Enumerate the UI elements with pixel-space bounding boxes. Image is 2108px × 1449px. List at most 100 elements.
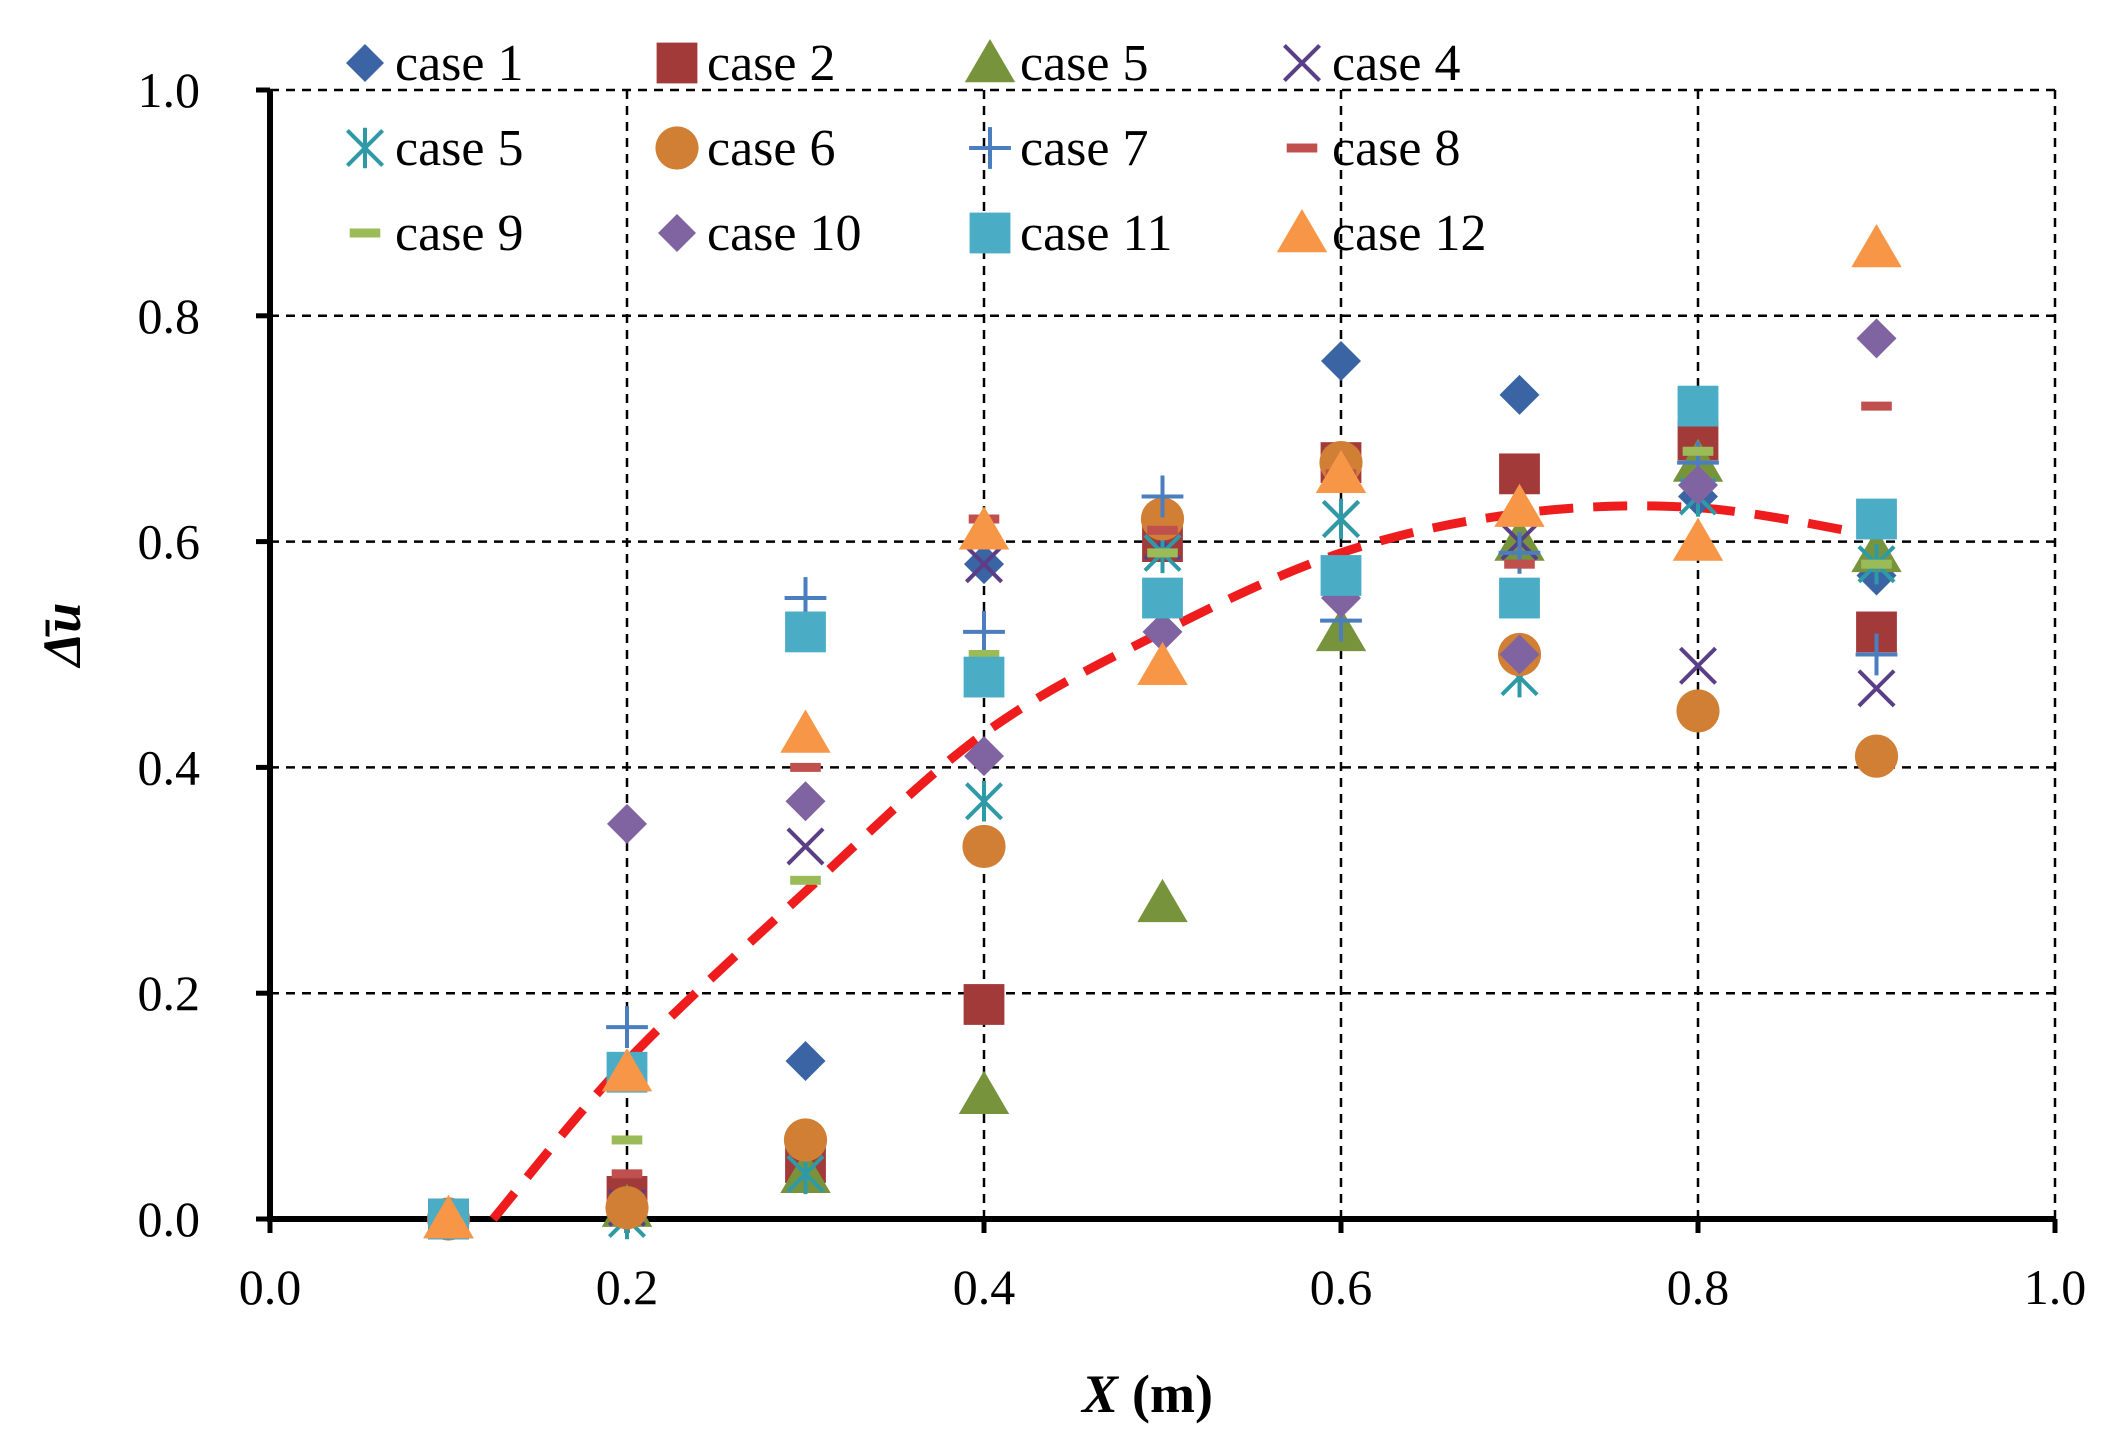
legend-label: case 9 <box>395 205 523 262</box>
data-point <box>1315 449 1367 494</box>
data-point <box>1137 878 1188 923</box>
y-axis-title: Δ̄u <box>32 603 92 669</box>
legend-label: case 6 <box>707 120 835 177</box>
data-point <box>1678 646 1718 685</box>
legend-item: case 11 <box>969 205 1173 262</box>
data-point <box>423 1195 474 1239</box>
data-point <box>790 762 821 772</box>
legend-label: case 12 <box>1332 205 1486 262</box>
data-point <box>611 1135 643 1145</box>
legend-marker <box>345 127 385 169</box>
legend-label: case 1 <box>395 35 523 92</box>
legend-item: case 1 <box>346 35 523 92</box>
legend-marker <box>655 126 699 170</box>
legend-item: case 6 <box>655 120 835 177</box>
data-point <box>1672 517 1724 561</box>
data-point <box>958 1070 1010 1115</box>
y-tick-label: 0.6 <box>138 514 201 570</box>
data-point <box>1147 548 1178 558</box>
data-point <box>1682 446 1714 456</box>
data-point <box>1854 734 1899 778</box>
data-point <box>1494 483 1545 527</box>
y-tick-label: 1.0 <box>138 62 201 118</box>
data-point <box>1855 633 1898 676</box>
data-point <box>1856 498 1897 540</box>
y-tick-label: 0.8 <box>138 288 201 344</box>
legend-label: case 10 <box>707 205 861 262</box>
data-point <box>601 1048 653 1092</box>
x-tick-label: 0.6 <box>1310 1259 1373 1315</box>
y-tick-label: 0.2 <box>138 965 201 1021</box>
data-point <box>1499 374 1540 415</box>
x-tick-label: 0.4 <box>953 1259 1016 1315</box>
data-point <box>785 1040 826 1081</box>
data-point <box>783 1118 828 1162</box>
data-point <box>1677 385 1719 427</box>
data-point <box>1320 555 1362 596</box>
data-point <box>1142 611 1183 652</box>
data-point <box>1676 689 1720 733</box>
data-point <box>964 736 1004 777</box>
legend-item: case 4 <box>1282 35 1460 92</box>
legend-item: case 10 <box>658 205 861 262</box>
data-point <box>964 781 1004 822</box>
series-10 <box>428 318 1897 1239</box>
data-point <box>964 545 1004 584</box>
legend-label: case 8 <box>1332 120 1460 177</box>
legend-item: case 8 <box>1286 120 1460 177</box>
legend-item: case 5 <box>964 35 1148 92</box>
legend-label: case 11 <box>1020 205 1173 262</box>
data-point <box>963 984 1005 1025</box>
legend-marker <box>1282 43 1322 83</box>
data-point <box>606 1006 648 1048</box>
data-point <box>963 611 1005 653</box>
x-axis-unit: (m) <box>1132 1364 1213 1424</box>
data-point <box>963 656 1005 698</box>
legend-marker <box>1286 143 1318 153</box>
data-point <box>1861 401 1892 411</box>
data-points <box>423 224 1902 1241</box>
data-point <box>1499 577 1540 619</box>
data-point <box>968 650 1000 659</box>
legend-marker <box>349 228 381 238</box>
legend-marker <box>969 127 1011 169</box>
legend-item: case 2 <box>656 35 835 92</box>
legend-label: case 4 <box>1332 35 1460 92</box>
data-point <box>1141 475 1184 518</box>
y-tick-label: 0.4 <box>138 739 201 795</box>
legend-marker <box>964 39 1016 83</box>
x-tick-label: 0.2 <box>596 1259 659 1315</box>
legend-label: case 2 <box>707 35 835 92</box>
legend-item: case 9 <box>349 205 523 262</box>
legend-label: case 7 <box>1020 120 1148 177</box>
legend-item: case 7 <box>969 120 1148 177</box>
x-axis-title: X (m) <box>1080 1364 1213 1424</box>
x-tick-label: 1.0 <box>2024 1259 2087 1315</box>
data-point <box>780 709 831 753</box>
data-point <box>962 824 1006 869</box>
y-tick-label: 0.0 <box>138 1191 201 1247</box>
data-point <box>1137 641 1188 685</box>
data-point <box>1504 559 1535 569</box>
legend: case 1 case 2 case 5 case 4 case 5 case 6 case… <box>345 35 1486 262</box>
data-point <box>1321 498 1361 540</box>
tick-labels: 0.0 0.2 0.4 0.6 0.8 1.0 0.0 0.2 0.4 0.6 0.8 1.0 <box>138 62 2087 1315</box>
trend-line-layer <box>489 501 1878 1222</box>
x-tick-label: 0.0 <box>239 1259 302 1315</box>
data-point <box>1678 465 1718 506</box>
legend-marker <box>969 212 1011 254</box>
x-tick-label: 0.8 <box>1667 1259 1730 1315</box>
data-point <box>1499 634 1540 675</box>
data-point <box>1142 577 1183 619</box>
data-point <box>1856 318 1897 359</box>
trend-line <box>489 501 1878 1222</box>
data-point <box>785 781 826 822</box>
legend-item: case 12 <box>1276 205 1486 262</box>
legend-item: case 5 <box>345 120 523 177</box>
data-point <box>1147 525 1178 535</box>
legend-label: case 5 <box>1020 35 1148 92</box>
data-point <box>790 875 821 885</box>
data-point <box>1851 224 1902 268</box>
